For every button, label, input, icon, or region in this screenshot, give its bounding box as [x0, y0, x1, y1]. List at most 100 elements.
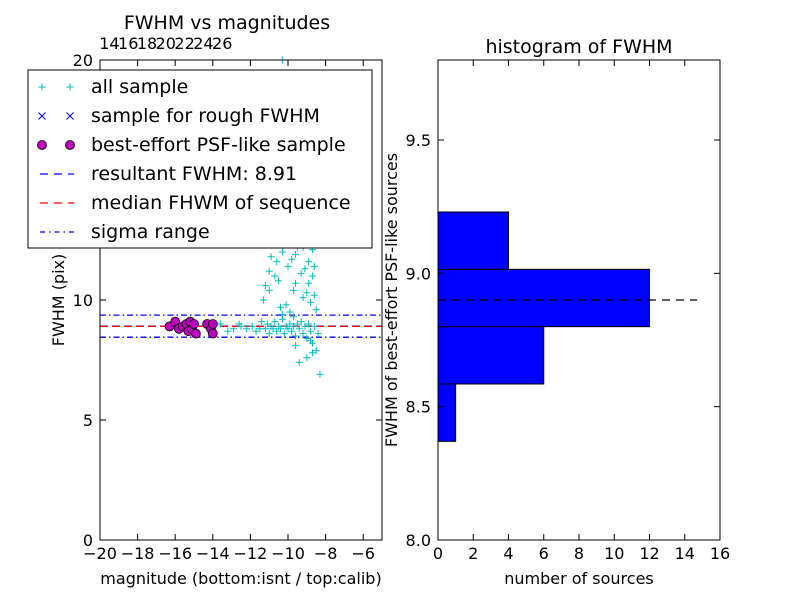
all-sample-point: [290, 322, 298, 330]
legend-marker-plus: [66, 83, 74, 91]
all-sample-point: [312, 346, 320, 354]
x2-tick-label: 24: [193, 34, 213, 53]
legend-label: sample for rough FWHM: [91, 105, 320, 127]
y-tick-label: 9.5: [406, 131, 431, 150]
legend-entry: median FHWM of sequence: [40, 192, 351, 214]
all-sample-point: [278, 310, 286, 318]
all-sample-point: [265, 330, 273, 338]
legend-entry: resultant FWHM: 8.91: [40, 163, 297, 185]
all-sample-point: [288, 255, 296, 263]
legend-entry: best-effort PSF-like sample: [37, 134, 346, 156]
all-sample-point: [305, 279, 313, 287]
all-sample-point: [308, 272, 316, 280]
y-tick-label: 0: [83, 531, 93, 550]
all-sample-point: [290, 286, 298, 294]
legend-marker-plus: [38, 83, 46, 91]
legend-marker-x: [66, 112, 74, 120]
all-sample-point: [310, 291, 318, 299]
legend-box: [27, 69, 373, 249]
all-sample-point: [280, 330, 288, 338]
all-sample-point: [273, 327, 281, 335]
legend-marker-x: [38, 112, 46, 120]
x-tick-label: 2: [468, 544, 478, 563]
x-tick-label: −6: [351, 544, 375, 563]
all-sample-point: [312, 306, 320, 314]
y-tick-label: 8.0: [406, 531, 431, 550]
all-sample-point: [286, 320, 294, 328]
all-sample-point: [307, 298, 315, 306]
all-sample-point: [292, 332, 300, 340]
all-sample-point: [293, 320, 301, 328]
legend-entry: sample for rough FWHM: [38, 105, 320, 127]
y-tick-label: 8.5: [406, 398, 431, 417]
all-sample-point: [299, 330, 307, 338]
all-sample-point: [263, 320, 271, 328]
all-sample-point: [292, 279, 300, 287]
legend-items: all sample sample for rough FWHM best-effo…: [37, 76, 351, 243]
legend-label: best-effort PSF-like sample: [91, 134, 346, 156]
x-tick-label: 4: [503, 544, 513, 563]
all-sample-point: [305, 320, 313, 328]
left-y-axis-label: FWHM (pix): [49, 254, 68, 347]
y-tick-label: 20: [73, 51, 93, 70]
all-sample-point: [310, 322, 318, 330]
all-sample-point: [267, 253, 275, 261]
x-tick-label: −14: [196, 544, 230, 563]
all-sample-point: [271, 272, 279, 280]
all-sample-point: [229, 325, 237, 333]
histogram-bar: [437, 383, 457, 442]
all-sample-point: [316, 370, 324, 378]
all-sample-point: [276, 303, 284, 311]
x2-tick-label: 16: [118, 34, 138, 53]
x2-tick-label: 22: [174, 34, 194, 53]
x-tick-label: 14: [675, 544, 695, 563]
all-sample-point: [305, 258, 313, 266]
all-sample-point: [295, 358, 303, 366]
legend-entry: all sample: [38, 76, 188, 98]
right-x-axis-label: number of sources: [504, 569, 654, 588]
x-tick-label: −18: [121, 544, 155, 563]
y-tick-label: 9.0: [406, 264, 431, 283]
fwhm-histogram-chart: 0 2 4 6 8 10 12 14 16 8.0 8.5 9.0 9.5 histogram of F…: [382, 36, 730, 588]
psf-sample-point: [207, 328, 218, 339]
all-sample-point: [224, 327, 232, 335]
all-sample-point: [297, 318, 305, 326]
left-axis-ticks: −20 −18 −16 −14 −12 −10 −8 −6141618202224260510…: [73, 34, 382, 563]
x-tick-label: 10: [604, 544, 624, 563]
all-sample-point: [301, 265, 309, 273]
x-tick-label: 6: [539, 544, 549, 563]
legend-entry: sigma range: [40, 221, 210, 243]
all-sample-point: [265, 286, 273, 294]
legend-label: all sample: [91, 76, 188, 98]
all-sample-point: [303, 354, 311, 362]
legend-marker-circle: [65, 140, 75, 150]
all-sample-point: [260, 296, 268, 304]
all-sample-point: [308, 349, 316, 357]
left-x-axis-label: magnitude (bottom:isnt / top:calib): [100, 569, 381, 588]
all-sample-point: [286, 308, 294, 316]
all-sample-point: [301, 322, 309, 330]
all-sample-point: [314, 330, 322, 338]
all-sample-point: [307, 327, 315, 335]
all-sample-point: [292, 250, 300, 258]
left-reference-lines: [100, 314, 382, 338]
right-chart-title: histogram of FWHM: [485, 36, 672, 58]
x-tick-label: 8: [574, 544, 584, 563]
all-sample-point: [237, 322, 245, 330]
x-tick-label: 0: [433, 544, 443, 563]
psf-sample-point: [207, 319, 218, 329]
psf-sample-point: [190, 328, 201, 339]
all-sample-point: [282, 301, 290, 309]
all-sample-point: [271, 318, 279, 326]
left-chart-title: FWHM vs magnitudes: [124, 12, 330, 34]
all-sample-point: [243, 325, 251, 333]
all-sample-point: [265, 267, 273, 275]
all-sample-point: [269, 325, 277, 333]
all-sample-point: [261, 325, 269, 333]
x-tick-label: 12: [639, 544, 659, 563]
psf-sample-point: [189, 319, 199, 329]
x2-tick-label: 20: [156, 34, 176, 53]
x-tick-label: 16: [710, 544, 730, 563]
all-sample-point: [290, 313, 298, 321]
